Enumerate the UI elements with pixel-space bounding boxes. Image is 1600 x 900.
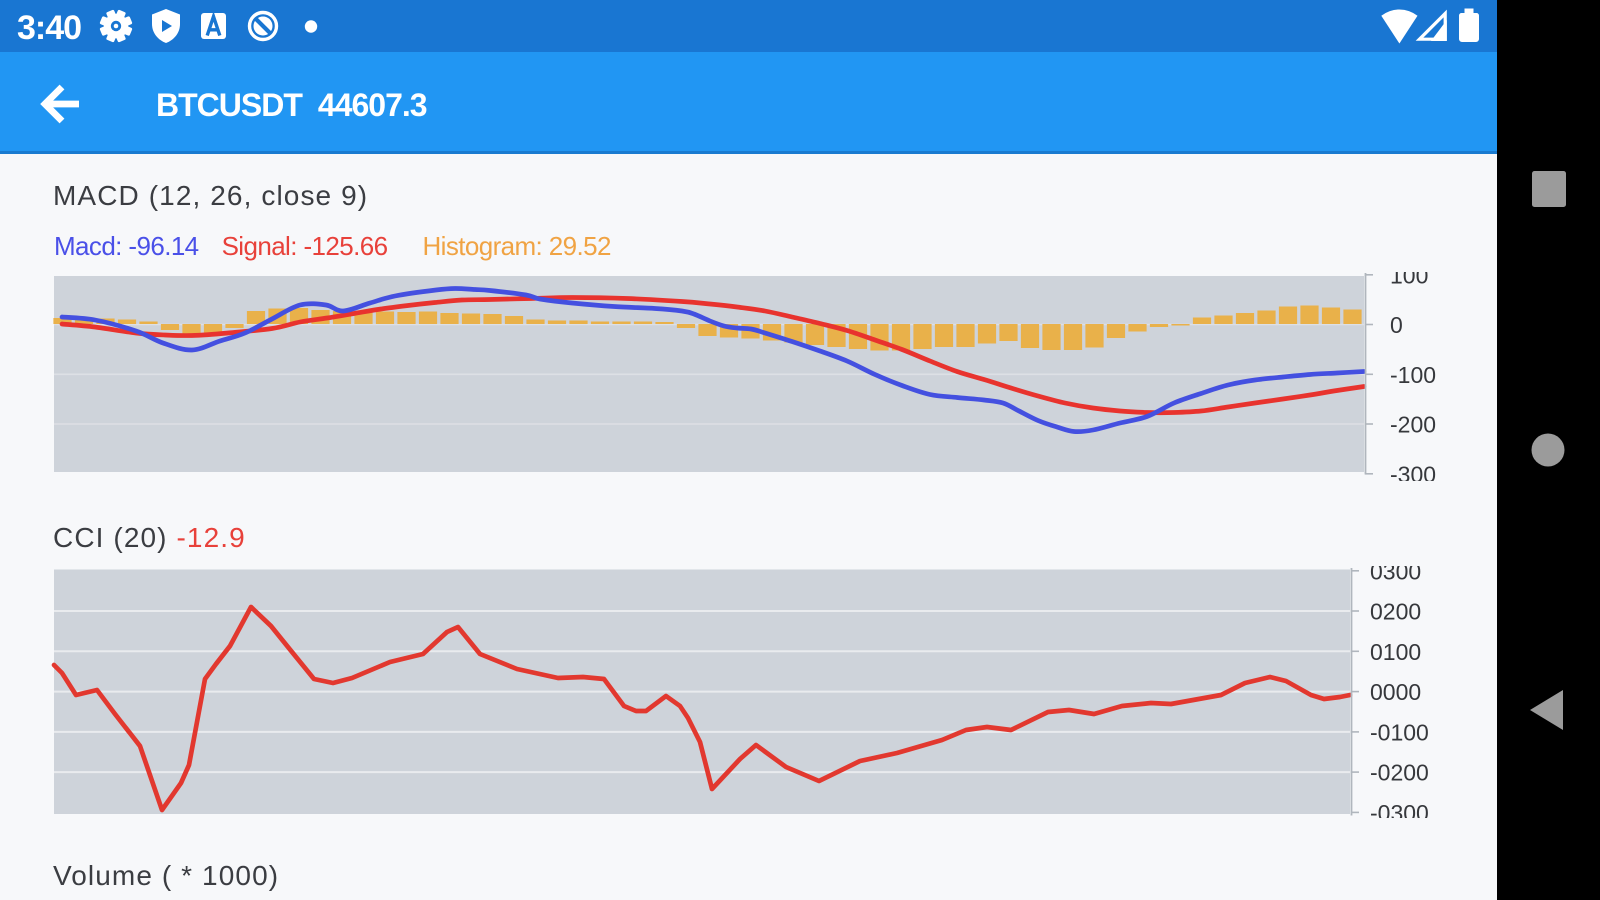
svg-text:0100: 0100 [1370,639,1421,665]
svg-text:-0100: -0100 [1370,719,1429,745]
svg-text:0200: 0200 [1370,599,1421,625]
svg-text:0000: 0000 [1370,679,1421,705]
svg-text:-0300: -0300 [1370,800,1429,818]
svg-text:-100: -100 [1390,362,1436,388]
svg-text:-300: -300 [1390,461,1436,481]
svg-text:100: 100 [1390,272,1428,288]
svg-text:-200: -200 [1390,412,1436,438]
svg-text:0300: 0300 [1370,566,1421,584]
svg-text:0: 0 [1390,312,1403,338]
svg-text:-0200: -0200 [1370,760,1429,786]
